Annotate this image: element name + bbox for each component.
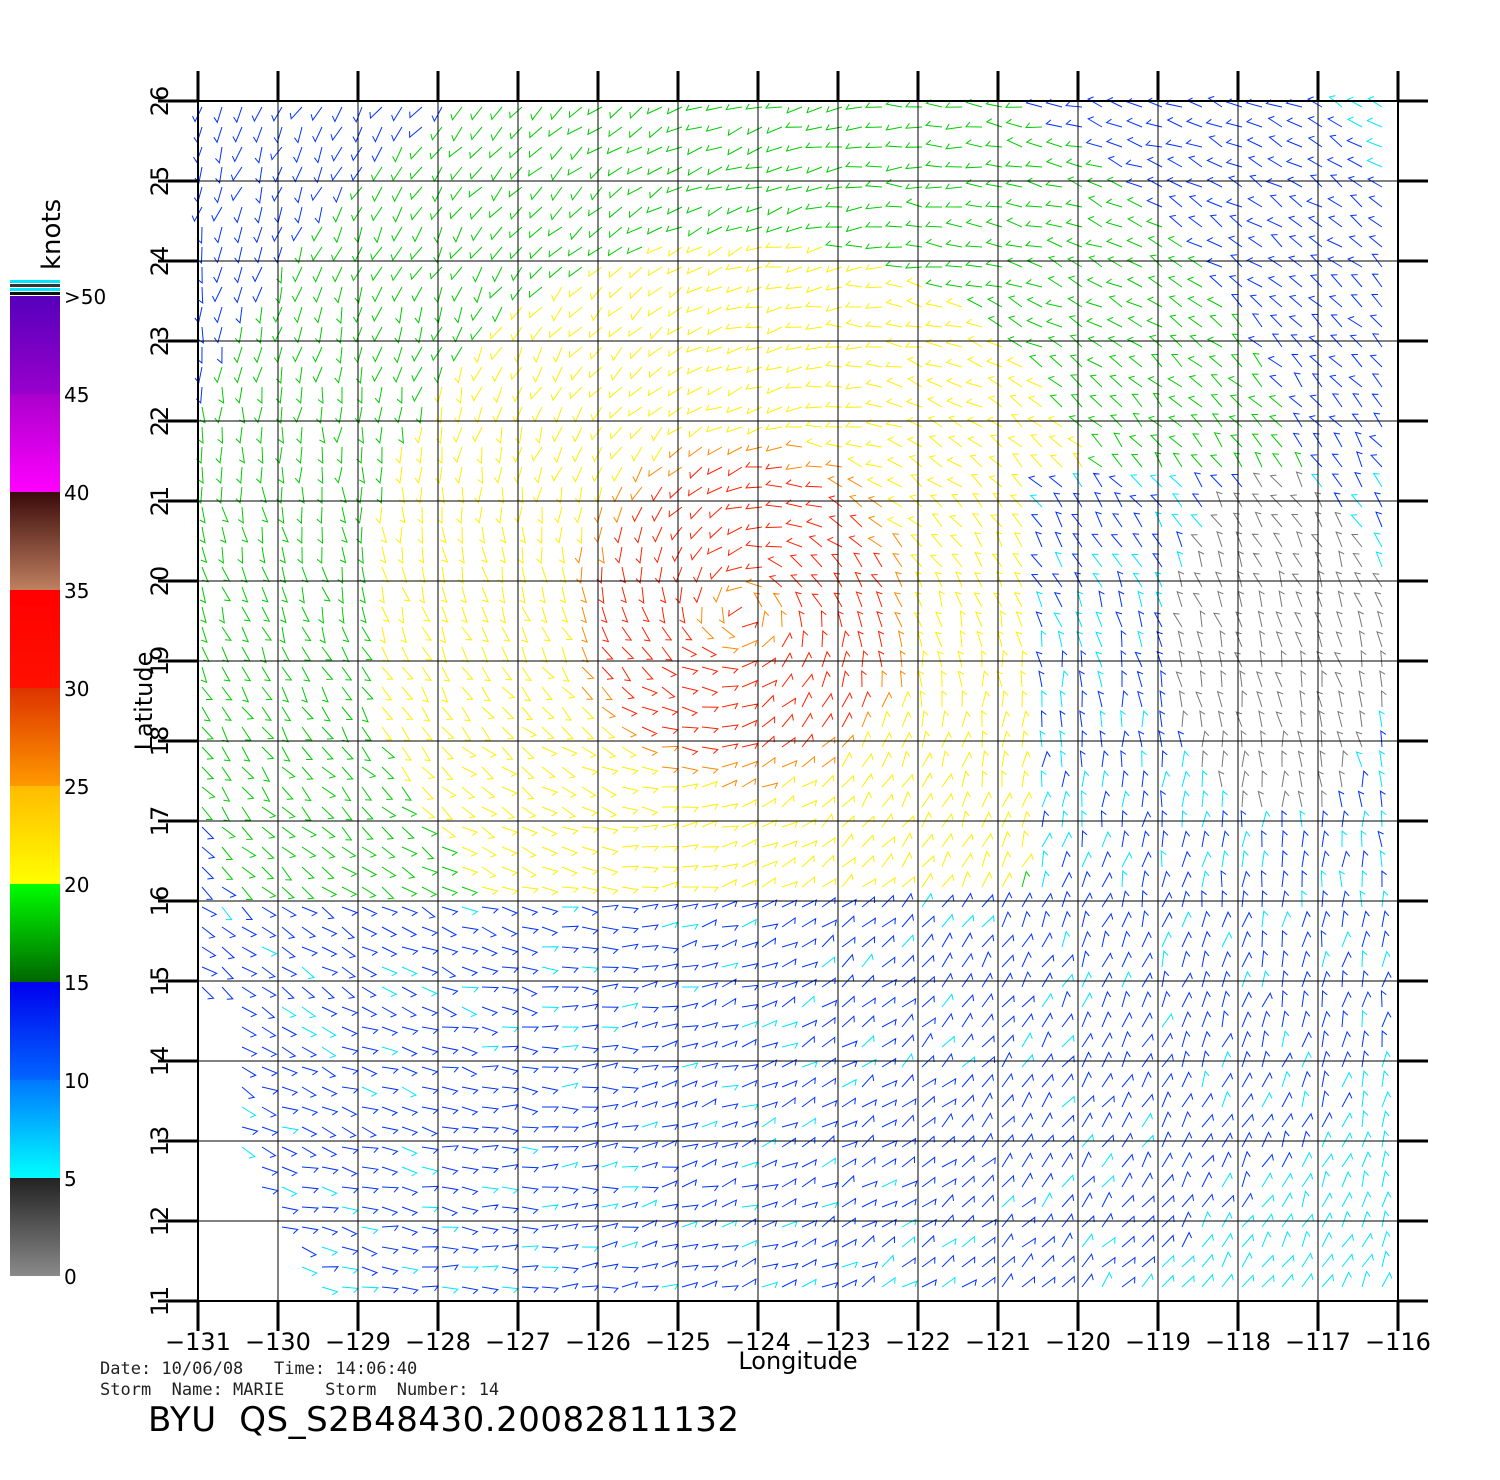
latitude-tick-labels: 11 12 13 14 15 16 17 18 19 20 21 22 23 24 25 26 xyxy=(146,86,174,1317)
lat-lon-grid xyxy=(197,100,1399,1302)
colorbar-label: 40 xyxy=(64,481,89,505)
lon-tick-label: −127 xyxy=(485,1328,551,1356)
lat-tick-label: 24 xyxy=(146,246,174,277)
colorbar-cap-black xyxy=(10,292,60,295)
lat-tick-label: 11 xyxy=(146,1286,174,1317)
colorbar-label: 20 xyxy=(64,873,89,897)
lat-tick-label: 17 xyxy=(146,806,174,837)
colorbar-label: >50 xyxy=(64,285,106,309)
date-time-line: Date: 10/06/08 Time: 14:06:40 xyxy=(100,1359,418,1379)
lat-tick-label: 18 xyxy=(146,726,174,757)
lat-tick-label: 22 xyxy=(146,406,174,437)
colorbar-label: 10 xyxy=(64,1069,89,1093)
wind-vector-group xyxy=(196,98,1303,900)
wind-vector-group xyxy=(1172,471,1387,808)
lat-tick-label: 23 xyxy=(146,326,174,357)
lat-tick-label: 21 xyxy=(146,486,174,517)
storm-info-line: Storm Name: MARIE Storm Number: 14 xyxy=(100,1380,500,1400)
lat-tick-label: 12 xyxy=(146,1206,174,1237)
lon-tick-label: −124 xyxy=(725,1328,791,1356)
colorbar-cap-cyan xyxy=(10,280,60,283)
colorbar-label: 45 xyxy=(64,383,89,407)
lat-tick-label: 13 xyxy=(146,1126,174,1157)
wind-vectors xyxy=(191,95,1393,1296)
lon-tick-label: −125 xyxy=(645,1328,711,1356)
colorbar: knots >50 45 40 35 30 25 20 15 10 5 0 xyxy=(10,199,106,1289)
lon-tick-label: −123 xyxy=(805,1328,871,1356)
lon-tick-label: −118 xyxy=(1205,1328,1271,1356)
lon-tick-label: −131 xyxy=(165,1328,231,1356)
lon-tick-label: −122 xyxy=(885,1328,951,1356)
colorbar-label: 30 xyxy=(64,677,89,701)
colorbar-gradient xyxy=(10,296,60,1276)
lat-tick-label: 16 xyxy=(146,886,174,917)
lon-tick-label: −126 xyxy=(565,1328,631,1356)
lon-tick-label: −117 xyxy=(1285,1328,1351,1356)
colorbar-cap-cyan-2 xyxy=(10,288,60,291)
lon-tick-label: −121 xyxy=(965,1328,1031,1356)
lat-tick-label: 14 xyxy=(146,1046,174,1077)
axis-ticks xyxy=(158,71,1428,1331)
x-axis-label: Longitude xyxy=(738,1347,857,1375)
wind-vector-group xyxy=(221,95,1393,1296)
product-title: BYU QS_S2B48430.20082811132 xyxy=(148,1400,740,1440)
lon-tick-label: −128 xyxy=(405,1328,471,1356)
colorbar-label: 0 xyxy=(64,1265,77,1289)
colorbar-title: knots xyxy=(37,199,67,270)
longitude-tick-labels: −131 −130 −129 −128 −127 −126 −125 −124 −123 −122… xyxy=(165,1328,1431,1356)
lon-tick-label: −119 xyxy=(1125,1328,1191,1356)
lon-tick-label: −130 xyxy=(245,1328,311,1356)
lon-tick-label: −116 xyxy=(1365,1328,1431,1356)
y-axis-label: Latitude xyxy=(130,652,158,751)
colorbar-label: 35 xyxy=(64,579,89,603)
plot-frame xyxy=(197,100,1399,1302)
lat-tick-label: 25 xyxy=(146,166,174,197)
lon-tick-label: −129 xyxy=(325,1328,391,1356)
colorbar-cap-dark xyxy=(10,284,60,287)
lat-tick-label: 15 xyxy=(146,966,174,997)
lon-tick-label: −120 xyxy=(1045,1328,1111,1356)
colorbar-labels: >50 45 40 35 30 25 20 15 10 5 0 xyxy=(64,285,106,1289)
colorbar-label: 25 xyxy=(64,775,89,799)
lat-tick-label: 26 xyxy=(146,86,174,117)
colorbar-label: 5 xyxy=(64,1167,77,1191)
colorbar-label: 15 xyxy=(64,971,89,995)
wind-vector-group xyxy=(596,461,885,756)
wind-vector-group xyxy=(375,242,1083,896)
lat-tick-label: 19 xyxy=(146,646,174,677)
lat-tick-label: 20 xyxy=(146,566,174,597)
wind-vector-group xyxy=(191,95,1392,1295)
